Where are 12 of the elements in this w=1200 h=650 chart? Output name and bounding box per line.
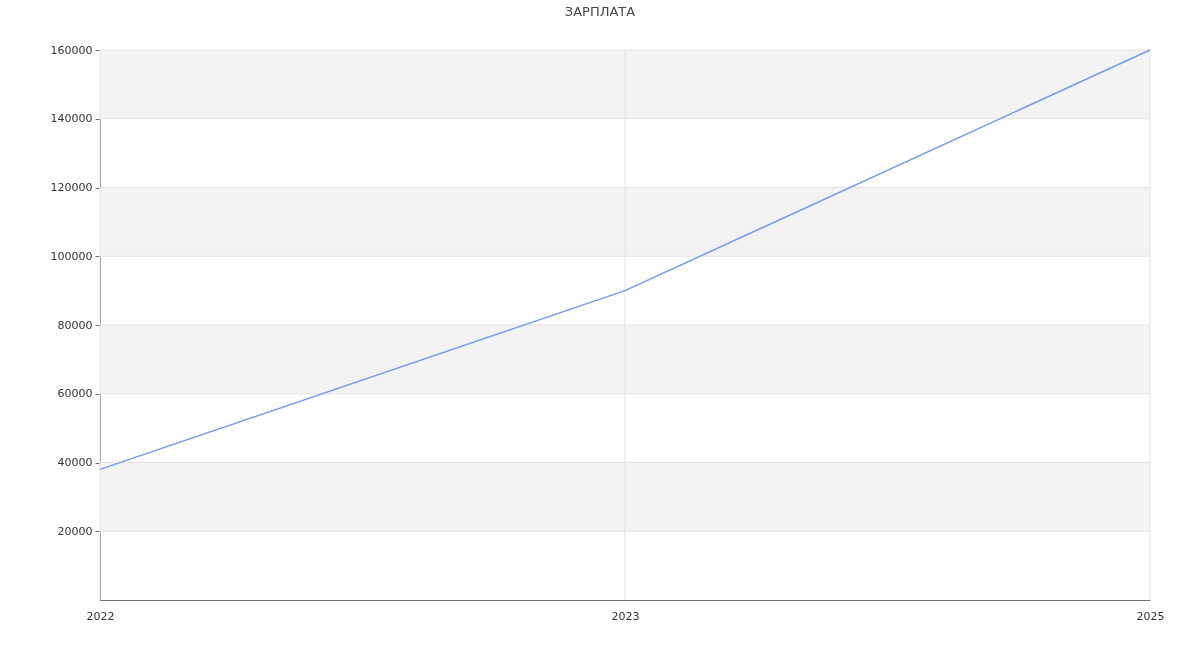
y-tick-label: 160000 — [50, 43, 93, 57]
y-tick-label: 100000 — [50, 249, 93, 263]
x-tick-label: 2023 — [611, 609, 640, 623]
y-tick-label: 20000 — [57, 524, 93, 538]
x-tick-label: 2022 — [86, 609, 115, 623]
chart-title: ЗАРПЛАТА — [564, 4, 636, 19]
y-tick-label: 140000 — [50, 112, 93, 126]
y-tick-label: 60000 — [57, 387, 93, 401]
y-tick-label: 80000 — [57, 318, 93, 332]
y-tick-label: 40000 — [57, 456, 93, 469]
y-tick-label: 120000 — [50, 181, 93, 194]
x-tick-label: 2025 — [1136, 609, 1165, 623]
